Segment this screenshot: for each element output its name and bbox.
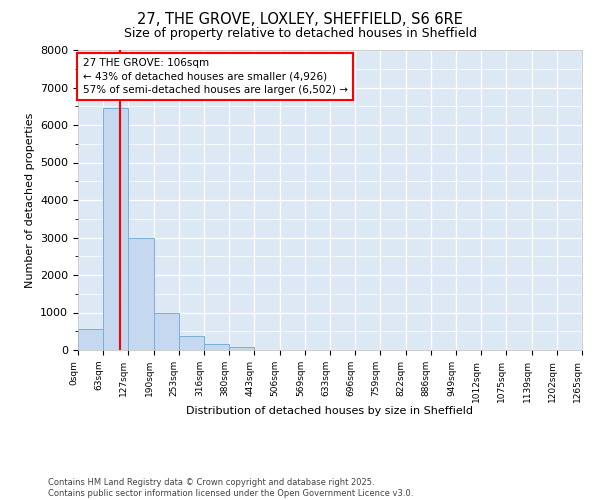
Text: Contains HM Land Registry data © Crown copyright and database right 2025.
Contai: Contains HM Land Registry data © Crown c…: [48, 478, 413, 498]
Bar: [204, 344, 229, 350]
Text: Size of property relative to detached houses in Sheffield: Size of property relative to detached ho…: [124, 28, 476, 40]
Bar: [229, 348, 254, 350]
Bar: [154, 313, 179, 350]
Bar: [179, 336, 204, 350]
Bar: [128, 238, 154, 350]
Text: 27 THE GROVE: 106sqm
← 43% of detached houses are smaller (4,926)
57% of semi-de: 27 THE GROVE: 106sqm ← 43% of detached h…: [83, 58, 347, 94]
Bar: [78, 330, 103, 350]
X-axis label: Distribution of detached houses by size in Sheffield: Distribution of detached houses by size …: [187, 406, 473, 416]
Bar: [103, 108, 128, 350]
Y-axis label: Number of detached properties: Number of detached properties: [25, 112, 35, 288]
Text: 27, THE GROVE, LOXLEY, SHEFFIELD, S6 6RE: 27, THE GROVE, LOXLEY, SHEFFIELD, S6 6RE: [137, 12, 463, 28]
